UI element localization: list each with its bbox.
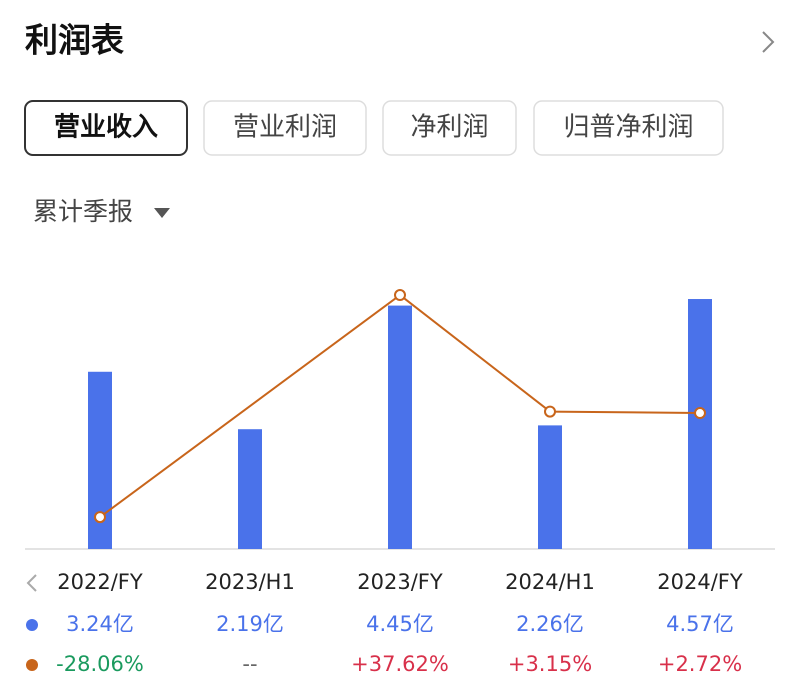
x-tick-label: 2023/H1 [205,570,295,594]
line-point [94,511,106,524]
line-segment [549,410,701,415]
prev-arrow[interactable] [26,574,37,592]
bar [538,425,562,549]
legend-dot [26,659,38,671]
dropdown-arrow [154,208,170,218]
bar [388,305,412,549]
value-label: +3.15% [508,652,592,676]
bar [688,299,712,549]
tab-label[interactable]: 净利润 [410,113,488,143]
tab[interactable] [533,100,724,156]
value-label: 2.19亿 [216,612,284,636]
plot: 2022/FY 2023/H1 2023/FY 2024/H1 2024/FY 3.24亿… [26,289,743,676]
page-title: 利润表 [25,21,124,60]
line-segment [399,294,551,413]
line-point [694,407,706,420]
value-label: -28.06% [56,652,144,676]
value-label: -- [242,652,257,676]
value-label: +2.72% [658,652,742,676]
tab-label[interactable]: 归普净利润 [563,113,693,143]
tab[interactable] [203,100,367,156]
tab-label[interactable]: 营业利润 [233,113,337,143]
value-label: 3.24亿 [66,612,134,636]
bar [238,429,262,549]
x-tick-label: 2024/FY [657,570,743,594]
value-label: +37.62% [351,652,449,676]
value-label: 4.57亿 [666,612,734,636]
period-label[interactable]: 累计季报 [33,197,133,226]
x-tick-label: 2023/FY [357,570,443,594]
tab[interactable] [382,100,517,156]
value-label: 2.26亿 [516,612,584,636]
period-selector[interactable]: 累计季报 [33,197,170,226]
tabs: 营业收入 营业利润 净利润 归普净利润 [24,100,724,156]
line-point [544,405,556,418]
legend-dot [26,619,38,631]
tab-label[interactable]: 营业收入 [54,113,158,143]
x-tick-label: 2024/H1 [505,570,595,594]
line-point [394,289,406,302]
more-chevron[interactable] [762,31,775,53]
x-tick-label: 2022/FY [57,570,143,594]
tab[interactable] [24,100,188,156]
line-segment [99,294,401,518]
value-label: 4.45亿 [366,612,434,636]
